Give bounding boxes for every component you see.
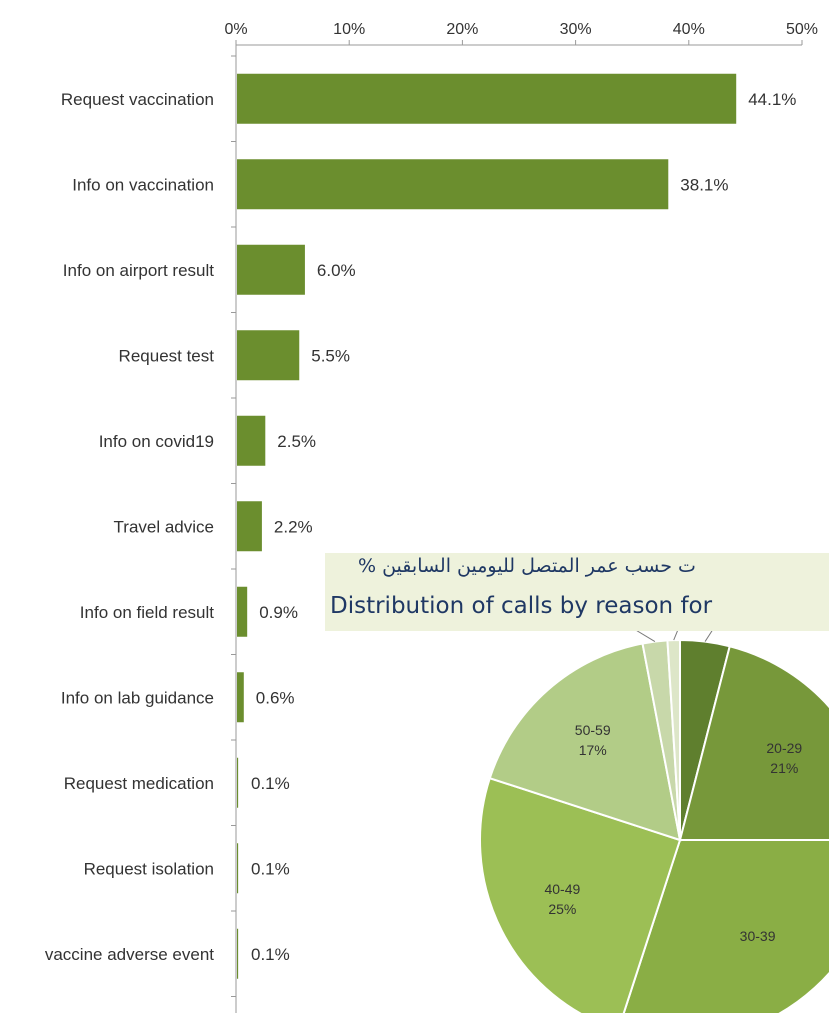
category-label: Info on airport result: [63, 261, 214, 280]
pie-slice: [666, 638, 681, 841]
bar: [237, 843, 239, 894]
value-label: 0.9%: [259, 603, 298, 622]
bar: [237, 757, 239, 808]
category-label: Info on field result: [80, 603, 214, 622]
pie-slice-value: 25%: [548, 901, 576, 917]
x-tick-label: 0%: [224, 21, 247, 38]
category-label: Travel advice: [114, 517, 214, 536]
value-label: 0.1%: [251, 945, 290, 964]
category-label: Info on vaccination: [72, 175, 214, 194]
pie-slice: [622, 839, 829, 1013]
bar: [237, 415, 266, 466]
bar: [237, 73, 737, 124]
pie-slice: [678, 645, 829, 841]
bar: [237, 244, 305, 295]
pie-slice-label: 40-49: [544, 881, 580, 897]
bar: [237, 330, 300, 381]
pie-slice: [479, 776, 682, 1013]
category-label: Request medication: [64, 774, 214, 793]
category-label: Request vaccination: [61, 90, 214, 109]
value-label: 44.1%: [748, 90, 796, 109]
x-tick-label: 50%: [786, 21, 818, 38]
value-label: 38.1%: [680, 175, 728, 194]
value-label: 0.1%: [251, 859, 290, 878]
pie-slice-value: 17%: [579, 742, 607, 758]
pie-chart: 10-194%20-2921%30-3940-4925%50-5917%60-6…: [479, 573, 829, 1013]
category-label: Info on lab guidance: [61, 688, 214, 707]
bar: [237, 586, 248, 637]
pie-title-english: Distribution of calls by reason for: [330, 593, 713, 619]
pie-slice-label: 30-39: [740, 928, 776, 944]
value-label: 0.1%: [251, 774, 290, 793]
category-label: Request test: [119, 346, 215, 365]
x-tick-label: 20%: [446, 21, 478, 38]
value-label: 5.5%: [311, 346, 350, 365]
category-label: vaccine adverse event: [45, 945, 214, 964]
pie-slice: [488, 642, 682, 842]
bar: [237, 928, 239, 979]
value-label: 6.0%: [317, 261, 356, 280]
bar-chart: 0% 10% 20% 30% 40% 50% Request vaccination 44.1…: [45, 21, 818, 1013]
x-tick-label: 10%: [333, 21, 365, 38]
bar: [237, 501, 262, 552]
x-tick-label: 40%: [673, 21, 705, 38]
value-label: 2.5%: [277, 432, 316, 451]
category-label: Request isolation: [84, 859, 214, 878]
pie-slice-label: 20-29: [766, 740, 802, 756]
x-tick-label: 30%: [560, 21, 592, 38]
category-label: Info on covid19: [99, 432, 214, 451]
pie-title-box: ت حسب عمر المتصل لليومين السابقين % Dist…: [325, 553, 829, 631]
value-label: 2.2%: [274, 517, 313, 536]
pie-slice-label: 50-59: [575, 722, 611, 738]
value-label: 0.6%: [256, 688, 295, 707]
bar: [237, 672, 244, 723]
pie-slice-value: 21%: [770, 760, 798, 776]
pie-title-arabic: ت حسب عمر المتصل لليومين السابقين %: [358, 555, 696, 577]
bar: [237, 159, 669, 210]
